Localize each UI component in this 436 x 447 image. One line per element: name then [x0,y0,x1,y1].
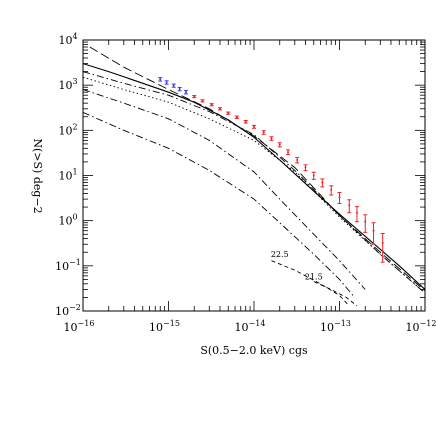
data-point [321,181,324,184]
x-tick-labels: 10−16 10−15 10−14 10−13 10−12 [64,319,436,334]
x-tick-label: 10−16 [64,319,95,334]
data-point [178,88,181,91]
y-tick-label: 10−2 [55,303,81,318]
annotations: 22.5 21.5 [271,250,323,281]
series-layer [83,46,425,307]
data-point [235,116,238,119]
y-axis-title: N(>S) deg−2 [31,138,44,213]
data-point [304,166,307,169]
x-axis-title: S(0.5−2.0 keV) cgs [200,344,308,357]
data-point [184,91,187,94]
data-point [381,242,384,245]
y-tick-label: 100 [58,213,77,228]
y-tick-label: 102 [58,122,77,137]
curve-annotation: 22.5 [271,250,289,259]
data-point [312,174,315,177]
data-point [159,78,162,81]
data-points-series-8 [158,77,188,95]
model-curve-1 [89,46,425,292]
curve-annotation: 21.5 [305,272,323,281]
data-point [193,95,196,98]
data-point [244,120,247,123]
data-point [278,143,281,146]
model-curve-5 [83,111,355,298]
x-tick-label: 10−14 [235,319,266,334]
data-point [338,196,341,199]
data-point [227,112,230,115]
minor-ticks [83,40,425,311]
data-point [348,204,351,207]
data-point [330,188,333,191]
model-curve-2 [83,71,425,294]
data-point [253,125,255,128]
y-tick-labels: 10−2 10−1 100 101 102 103 104 [55,32,81,318]
data-point [296,159,299,162]
model-curve-3 [83,76,425,294]
data-point [172,84,175,87]
data-point [262,131,265,134]
model-curve-4 [83,89,366,290]
data-point [210,103,213,106]
data-point [372,229,375,232]
data-point [287,151,290,154]
y-tick-label: 10−1 [55,258,81,273]
data-point [270,137,273,140]
data-points-series-9 [192,95,385,263]
model-curve-0 [83,63,425,290]
model-curve-6 [271,260,350,307]
y-tick-label: 101 [58,168,77,183]
data-point [201,99,204,102]
data-point [165,81,168,84]
y-tick-label: 103 [58,77,77,92]
x-tick-label: 10−12 [406,319,436,334]
data-point [355,211,358,214]
data-point [364,220,367,223]
x-tick-label: 10−13 [320,319,351,334]
x-tick-label: 10−15 [149,319,180,334]
major-ticks [82,40,425,312]
y-tick-label: 104 [58,32,77,47]
model-curve-7 [313,281,358,307]
data-point [218,107,221,110]
